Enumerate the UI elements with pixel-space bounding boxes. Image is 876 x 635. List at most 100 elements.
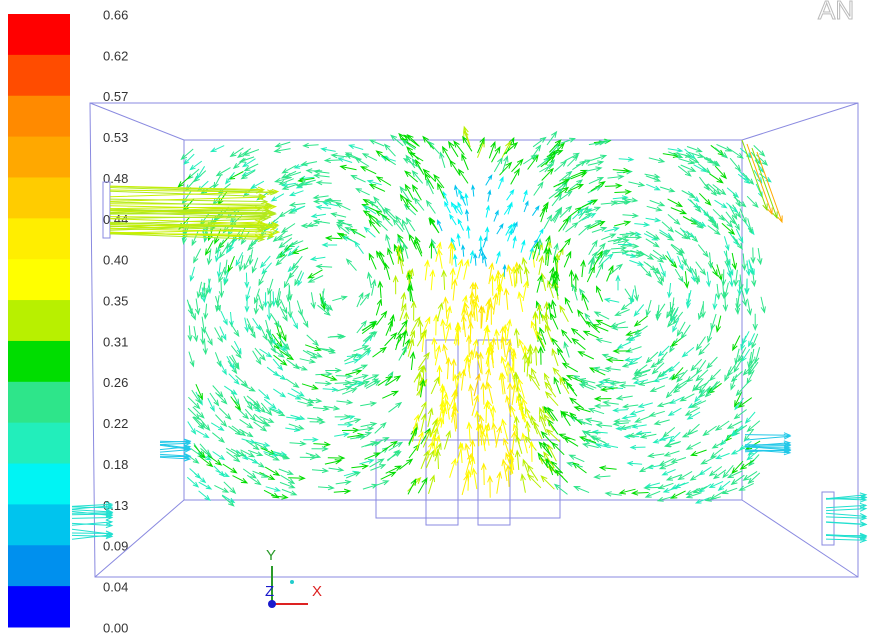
- vector-arrow: [288, 393, 301, 399]
- vector-arrow: [364, 211, 378, 220]
- vector-arrow: [572, 329, 585, 340]
- vector-arrow: [539, 256, 544, 275]
- vector-arrow: [417, 330, 426, 346]
- vector-arrow: [732, 253, 736, 269]
- vector-arrow: [481, 383, 486, 404]
- vector-arrow: [486, 206, 489, 218]
- vector-arrow: [409, 153, 423, 161]
- vector-arrow: [342, 389, 356, 395]
- vector-arrow: [521, 475, 526, 493]
- vector-arrow: [761, 297, 765, 313]
- vector-arrow: [641, 434, 656, 438]
- vector-arrow: [696, 262, 706, 275]
- vector-arrow: [375, 423, 386, 434]
- vector-arrow: [595, 475, 611, 480]
- vector-arrow: [259, 390, 270, 400]
- vector-arrow: [515, 451, 520, 470]
- vector-arrow: [337, 204, 351, 211]
- vector-arrow: [497, 472, 502, 494]
- vector-arrow: [669, 408, 682, 415]
- vector-arrow: [400, 304, 406, 321]
- vector-arrow: [354, 346, 369, 351]
- vector-arrow: [687, 442, 701, 449]
- vector-arrow: [303, 438, 317, 442]
- vector-arrow: [514, 329, 519, 348]
- vector-arrow: [671, 491, 685, 498]
- vector-arrow: [260, 326, 267, 340]
- vector-arrow: [372, 280, 376, 296]
- vector-arrow: [367, 273, 371, 288]
- vector-arrow: [586, 418, 602, 423]
- vector-arrow: [747, 299, 751, 315]
- vector-arrow: [622, 253, 636, 258]
- z-axis-label: Z: [265, 583, 274, 600]
- vector-arrow: [563, 378, 574, 391]
- vector-arrow: [484, 403, 489, 423]
- vector-arrow: [264, 292, 268, 306]
- vector-arrow: [317, 205, 331, 209]
- vector-arrow: [629, 260, 642, 265]
- vector-arrow: [226, 172, 235, 183]
- vector-arrow: [190, 161, 202, 170]
- vector-arrow: [334, 433, 348, 437]
- vector-arrow: [646, 483, 660, 487]
- vector-arrow: [363, 332, 375, 342]
- vector-arrow: [716, 453, 729, 458]
- vector-arrow: [627, 330, 642, 336]
- vector-arrow: [389, 403, 402, 413]
- legend-label: 0.00: [103, 620, 128, 635]
- vector-arrow: [277, 249, 289, 258]
- vector-arrow: [573, 463, 587, 473]
- vector-arrow: [481, 464, 486, 485]
- color-legend: 0.660.620.570.530.480.440.400.350.310.26…: [8, 7, 128, 635]
- vector-arrow: [314, 195, 329, 199]
- vector-arrow: [564, 252, 571, 267]
- vector-arrow: [688, 424, 700, 435]
- vector-arrow: [572, 161, 585, 170]
- vector-arrow: [584, 331, 599, 338]
- vector-arrow: [457, 234, 460, 246]
- vector-arrow: [532, 206, 538, 216]
- vector-arrow: [332, 296, 346, 301]
- vector-arrow: [215, 352, 220, 366]
- vector-arrow: [717, 144, 732, 151]
- vector-arrow: [208, 398, 214, 411]
- vector-arrow: [542, 169, 553, 181]
- vector-arrow: [441, 320, 446, 340]
- vector-arrow: [323, 387, 337, 391]
- vector-arrow: [607, 266, 613, 281]
- legend-label: 0.48: [103, 171, 128, 186]
- vector-arrow: [665, 442, 679, 447]
- vector-arrow: [401, 195, 410, 209]
- vector-arrow: [382, 391, 398, 398]
- vector-arrow: [282, 224, 295, 233]
- vector-arrow: [703, 426, 716, 435]
- vector-arrow: [686, 408, 700, 416]
- vector-arrow: [345, 419, 361, 424]
- vector-arrow: [310, 420, 325, 424]
- vector-arrow: [325, 368, 340, 372]
- vector-arrow: [489, 142, 495, 158]
- vector-arrow: [399, 346, 407, 360]
- vector-arrow: [211, 146, 224, 152]
- vector-arrow: [459, 170, 468, 184]
- vector-arrow: [754, 145, 765, 155]
- vector-arrow: [233, 476, 248, 483]
- vector-arrow: [523, 191, 527, 202]
- vector-arrow: [537, 229, 543, 239]
- vector-arrow: [529, 442, 534, 462]
- legend-label: 0.40: [103, 253, 128, 268]
- vector-arrow: [363, 484, 377, 489]
- vector-arrow: [437, 366, 442, 386]
- vector-arrow: [747, 144, 772, 214]
- vector-arrow: [215, 415, 226, 427]
- vector-arrow: [657, 304, 665, 317]
- vector-arrow: [291, 315, 297, 328]
- vector-arrow: [432, 338, 437, 359]
- vector-arrow: [566, 223, 578, 232]
- vector-arrow: [190, 267, 194, 281]
- vector-arrow: [659, 346, 670, 356]
- vector-arrow: [220, 326, 226, 339]
- vector-arrow: [560, 306, 568, 322]
- inlet: [103, 182, 110, 238]
